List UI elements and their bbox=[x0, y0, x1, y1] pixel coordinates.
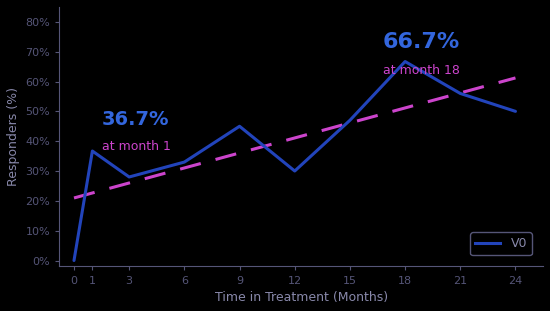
Y-axis label: Responders (%): Responders (%) bbox=[7, 87, 20, 186]
Text: 36.7%: 36.7% bbox=[102, 110, 169, 129]
Text: at month 1: at month 1 bbox=[102, 140, 170, 153]
Text: 66.7%: 66.7% bbox=[383, 32, 460, 52]
Text: at month 18: at month 18 bbox=[383, 64, 460, 77]
X-axis label: Time in Treatment (Months): Time in Treatment (Months) bbox=[214, 291, 388, 304]
Legend: V0: V0 bbox=[470, 232, 532, 255]
